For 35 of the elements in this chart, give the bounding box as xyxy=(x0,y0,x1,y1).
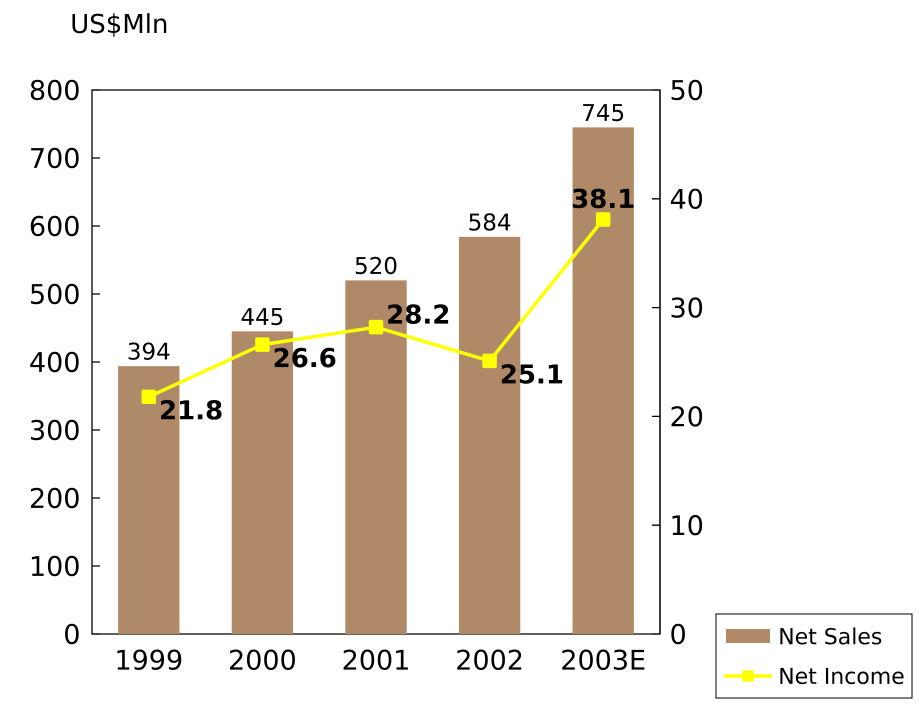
point xyxy=(142,390,156,404)
y2-tick-label: 20 xyxy=(672,406,702,427)
bar xyxy=(572,127,634,634)
data-label: 38.1 xyxy=(572,188,634,208)
point xyxy=(368,320,384,334)
y2-tick-label: 10 xyxy=(672,514,702,536)
x-tick-label: 2003E xyxy=(562,650,644,670)
y2-tick-label: 0 xyxy=(671,624,685,644)
legend-label: Net Sales xyxy=(780,627,882,645)
data-label: 445 xyxy=(242,308,282,326)
y-axis-title: US$Mln xyxy=(72,13,166,37)
x-tick-label: 2002 xyxy=(457,650,522,670)
y-tick-label: 500 xyxy=(31,284,79,304)
x-tick-label: 1999 xyxy=(117,650,182,670)
x-tick-label: 2001 xyxy=(344,650,408,670)
y2-tick-label: 30 xyxy=(672,297,702,318)
data-label: 584 xyxy=(469,213,510,231)
y-tick-label: 100 xyxy=(32,556,79,576)
x-tick-label: 2000 xyxy=(230,650,295,670)
data-label: 394 xyxy=(128,342,170,360)
y-tick-label: 600 xyxy=(30,216,79,236)
y-tick-label: 0 xyxy=(65,624,79,644)
point xyxy=(482,354,497,368)
y-tick-label: 400 xyxy=(30,352,79,372)
y-tick-label: 200 xyxy=(30,488,79,508)
y2-tick-label: 40 xyxy=(670,188,702,209)
y-tick-label: 800 xyxy=(30,80,79,100)
point xyxy=(596,212,610,227)
y-tick-label: 700 xyxy=(31,148,79,168)
legend-label: Net Income xyxy=(780,668,904,684)
y2-tick-label: 50 xyxy=(672,80,702,100)
y-tick-label: 300 xyxy=(30,420,79,440)
point xyxy=(255,337,270,352)
data-label: 520 xyxy=(356,256,396,274)
data-label: 745 xyxy=(583,104,624,122)
